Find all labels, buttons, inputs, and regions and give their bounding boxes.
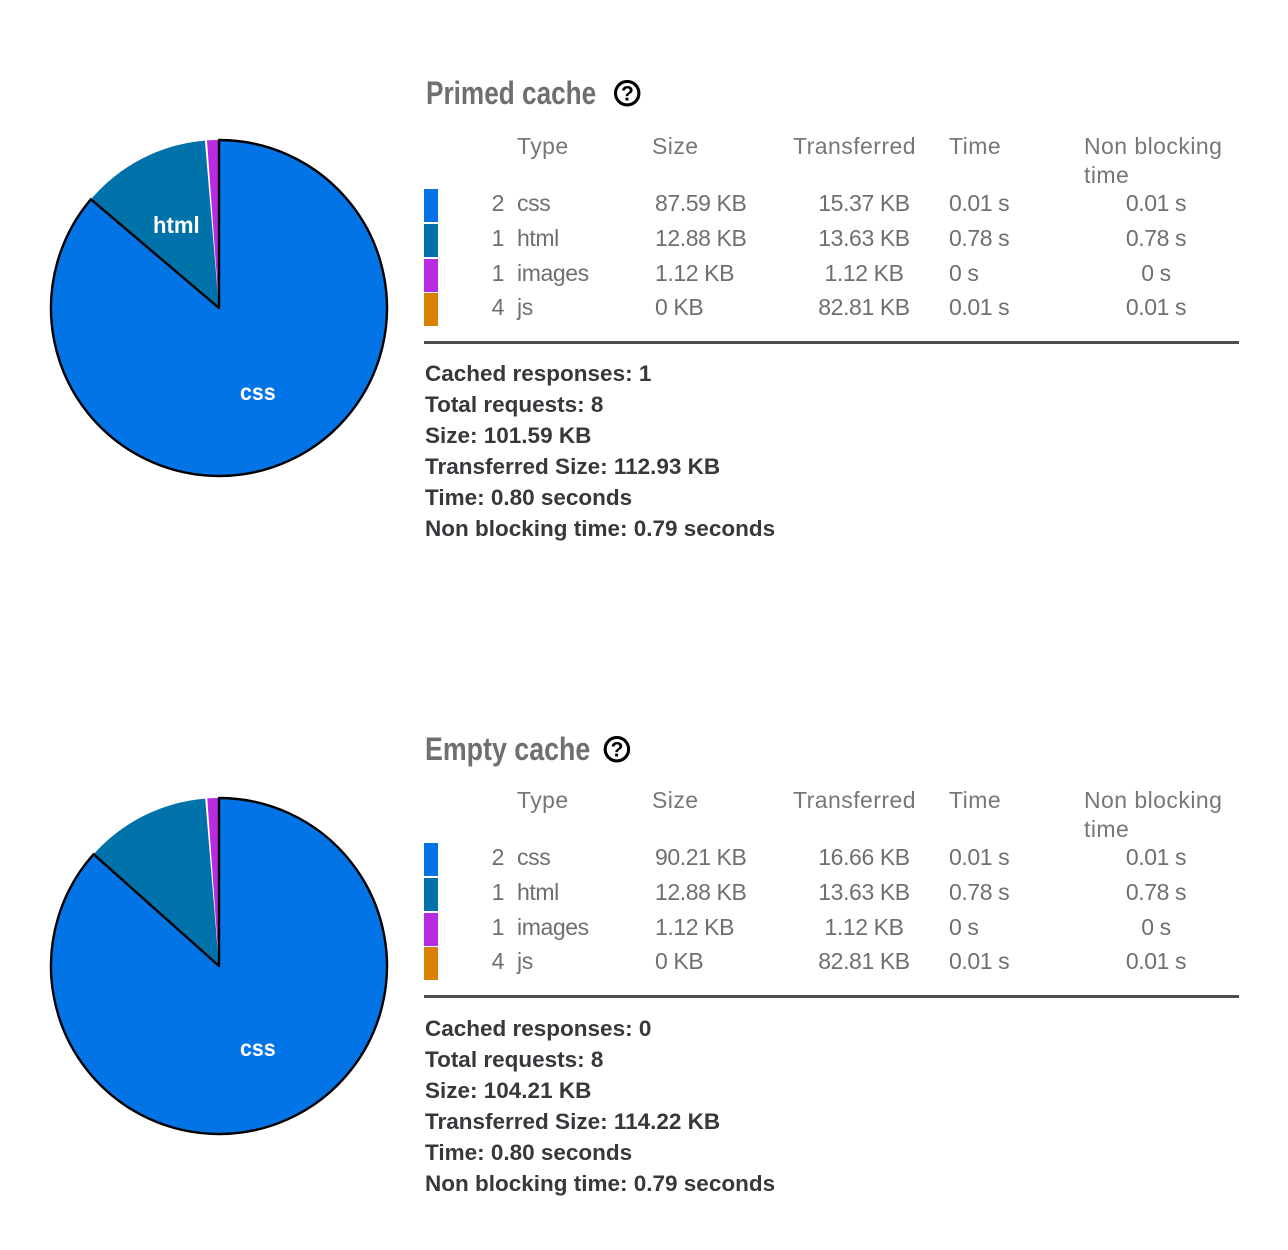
svg-text:?: ?	[611, 738, 624, 761]
svg-text:?: ?	[620, 82, 633, 105]
